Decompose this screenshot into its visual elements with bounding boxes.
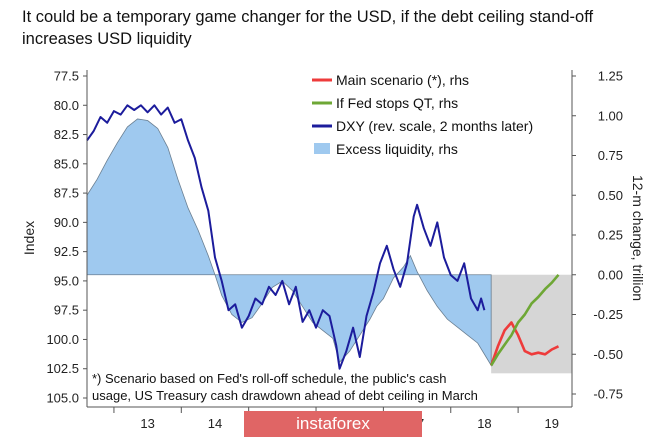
watermark-logo: instaforex xyxy=(244,411,422,437)
left-tick-label: 90.0 xyxy=(54,215,79,230)
legend-item-dxy: DXY (rev. scale, 2 months later) xyxy=(336,118,533,134)
right-tick-label: 0.75 xyxy=(598,148,623,163)
x-tick-label: 14 xyxy=(208,416,222,431)
left-tick-label: 102.5 xyxy=(46,361,79,376)
right-tick-label: 1.00 xyxy=(598,108,623,123)
footnote-line-2: usage, US Treasury cash drawdown ahead o… xyxy=(92,388,478,403)
legend-swatch-excess-liquidity xyxy=(314,143,330,154)
right-tick-label: -0.50 xyxy=(593,347,623,362)
right-tick-label: -0.75 xyxy=(593,387,623,402)
series-lines-layer xyxy=(86,104,560,370)
left-tick-label: 77.5 xyxy=(54,69,79,84)
right-tick-label: -0.25 xyxy=(593,307,623,322)
left-tick-label: 92.5 xyxy=(54,244,79,259)
left-tick-label: 87.5 xyxy=(54,186,79,201)
right-tick-label: 0.00 xyxy=(598,267,623,282)
right-axis-title: 12-m change, trillion xyxy=(630,175,646,301)
right-tick-label: 0.25 xyxy=(598,228,623,243)
legend: Main scenario (*), rhs If Fed stops QT, r… xyxy=(312,72,533,157)
left-tick-label: 105.0 xyxy=(46,391,79,406)
footnote: *) Scenario based on Fed's roll-off sche… xyxy=(92,371,478,403)
left-tick-label: 95.0 xyxy=(54,273,79,288)
left-tick-label: 100.0 xyxy=(46,332,79,347)
left-tick-label: 82.5 xyxy=(54,127,79,142)
left-tick-label: 80.0 xyxy=(54,98,79,113)
legend-item-excess-liquidity: Excess liquidity, rhs xyxy=(336,141,458,157)
forecast-shade xyxy=(491,274,572,374)
legend-item-main-scenario: Main scenario (*), rhs xyxy=(336,72,469,88)
series-main-scenario-line xyxy=(489,321,560,366)
left-axis-title: Index xyxy=(21,221,37,255)
footnote-line-1: *) Scenario based on Fed's roll-off sche… xyxy=(92,371,446,386)
right-tick-label: 0.50 xyxy=(598,188,623,203)
legend-item-fed-stops-qt: If Fed stops QT, rhs xyxy=(336,95,458,111)
left-tick-label: 85.0 xyxy=(54,156,79,171)
axes-layer xyxy=(83,70,576,413)
forecast-shade-layer xyxy=(491,274,572,374)
liquidity-area-layer xyxy=(86,118,492,367)
series-dxy-line xyxy=(86,104,486,370)
left-tick-label: 97.5 xyxy=(54,303,79,318)
tick-labels-layer: 77.5 80.0 82.5 85.0 87.5 90.0 92.5 95.0 97.5 100.… xyxy=(21,69,646,432)
series-fed-stops-qt-line xyxy=(490,273,560,367)
x-tick-label: 18 xyxy=(477,416,491,431)
right-tick-label: 1.25 xyxy=(598,69,623,84)
chart-title: It could be a temporary game changer for… xyxy=(22,8,594,48)
series-excess-liquidity-area xyxy=(86,118,492,367)
x-tick-label: 19 xyxy=(545,416,559,431)
x-tick-label: 13 xyxy=(140,416,154,431)
